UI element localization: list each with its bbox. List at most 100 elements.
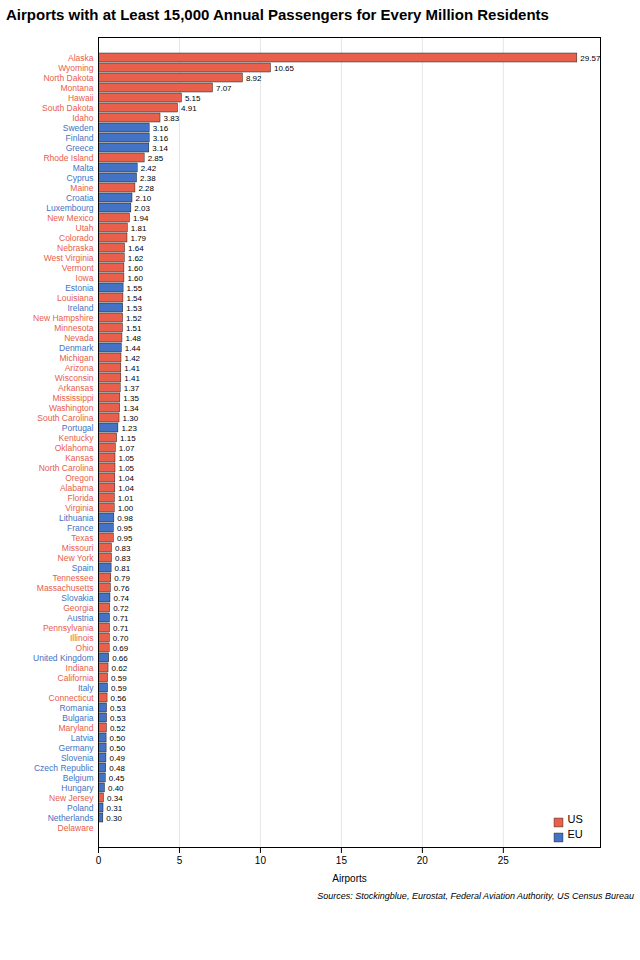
svg-text:South Carolina: South Carolina — [37, 413, 94, 423]
svg-text:2.38: 2.38 — [140, 174, 156, 183]
svg-text:Colorado: Colorado — [59, 233, 94, 243]
svg-text:Ohio: Ohio — [76, 643, 94, 653]
svg-text:0.48: 0.48 — [109, 764, 125, 773]
svg-text:1.07: 1.07 — [119, 444, 135, 453]
svg-text:Maryland: Maryland — [59, 723, 94, 733]
svg-text:3.14: 3.14 — [152, 144, 168, 153]
svg-text:0.49: 0.49 — [109, 754, 125, 763]
svg-text:Washington: Washington — [49, 403, 94, 413]
svg-text:Pennsylvania: Pennsylvania — [43, 623, 94, 633]
svg-text:Latvia: Latvia — [71, 733, 94, 743]
svg-text:Georgia: Georgia — [63, 603, 94, 613]
svg-text:1.81: 1.81 — [131, 224, 147, 233]
svg-text:Hungary: Hungary — [61, 783, 94, 793]
svg-text:Greece: Greece — [66, 143, 94, 153]
svg-text:Romania: Romania — [59, 703, 93, 713]
svg-text:1.60: 1.60 — [127, 274, 143, 283]
svg-text:0.62: 0.62 — [112, 664, 128, 673]
svg-text:0.53: 0.53 — [110, 704, 126, 713]
svg-text:Rhode Island: Rhode Island — [43, 153, 93, 163]
svg-text:Louisiana: Louisiana — [57, 293, 94, 303]
svg-text:10: 10 — [255, 855, 267, 866]
svg-text:1.05: 1.05 — [119, 464, 135, 473]
svg-text:5.15: 5.15 — [185, 94, 201, 103]
svg-text:Ireland: Ireland — [68, 303, 94, 313]
svg-text:10.65: 10.65 — [274, 64, 295, 73]
svg-text:1.23: 1.23 — [121, 424, 137, 433]
svg-text:Netherlands: Netherlands — [48, 813, 94, 823]
svg-text:Illinois: Illinois — [70, 633, 94, 643]
svg-text:25: 25 — [498, 855, 510, 866]
svg-text:Massachusetts: Massachusetts — [37, 583, 94, 593]
svg-text:0.98: 0.98 — [117, 514, 133, 523]
svg-text:North Dakota: North Dakota — [43, 73, 93, 83]
svg-text:0.50: 0.50 — [110, 734, 126, 743]
svg-text:1.30: 1.30 — [123, 414, 139, 423]
svg-text:1.79: 1.79 — [130, 234, 146, 243]
svg-text:1.05: 1.05 — [119, 454, 135, 463]
svg-text:Spain: Spain — [72, 563, 94, 573]
svg-text:Slovenia: Slovenia — [61, 753, 94, 763]
svg-text:1.52: 1.52 — [126, 314, 142, 323]
svg-text:1.37: 1.37 — [124, 384, 140, 393]
svg-text:Mississippi: Mississippi — [52, 393, 93, 403]
svg-text:Minnesota: Minnesota — [54, 323, 93, 333]
svg-text:New Mexico: New Mexico — [47, 213, 94, 223]
svg-text:Oklahoma: Oklahoma — [55, 443, 94, 453]
svg-text:South Dakota: South Dakota — [42, 103, 94, 113]
svg-text:1.00: 1.00 — [118, 504, 134, 513]
svg-text:Estonia: Estonia — [65, 283, 94, 293]
svg-text:Italy: Italy — [78, 683, 94, 693]
svg-text:Slovakia: Slovakia — [61, 593, 93, 603]
svg-text:Alaska: Alaska — [68, 53, 94, 63]
svg-text:1.53: 1.53 — [126, 304, 142, 313]
svg-text:0.72: 0.72 — [113, 604, 129, 613]
svg-text:0.95: 0.95 — [117, 524, 133, 533]
svg-text:Austria: Austria — [67, 613, 94, 623]
svg-text:Wisconsin: Wisconsin — [55, 373, 94, 383]
svg-text:15: 15 — [336, 855, 348, 866]
svg-text:Sweden: Sweden — [63, 123, 94, 133]
svg-text:1.62: 1.62 — [128, 254, 144, 263]
svg-text:Missouri: Missouri — [62, 543, 94, 553]
svg-text:Portugal: Portugal — [62, 423, 94, 433]
svg-text:Airports: Airports — [332, 873, 366, 884]
svg-text:0.34: 0.34 — [107, 794, 123, 803]
svg-text:Vermont: Vermont — [62, 263, 94, 273]
svg-text:0.50: 0.50 — [110, 744, 126, 753]
svg-text:New York: New York — [58, 553, 95, 563]
svg-text:California: California — [58, 673, 94, 683]
svg-text:Indiana: Indiana — [66, 663, 94, 673]
svg-text:1.35: 1.35 — [123, 394, 139, 403]
svg-text:0.53: 0.53 — [110, 714, 126, 723]
svg-text:1.64: 1.64 — [128, 244, 144, 253]
svg-text:Malta: Malta — [73, 163, 94, 173]
svg-text:2.28: 2.28 — [138, 184, 154, 193]
svg-text:Wyoming: Wyoming — [58, 63, 94, 73]
svg-text:North Carolina: North Carolina — [39, 463, 94, 473]
svg-text:Nebraska: Nebraska — [57, 243, 94, 253]
svg-text:0.40: 0.40 — [108, 784, 124, 793]
svg-text:Croatia: Croatia — [66, 193, 94, 203]
svg-text:New Hampshire: New Hampshire — [33, 313, 94, 323]
svg-text:Oregon: Oregon — [65, 473, 94, 483]
svg-text:Alabama: Alabama — [60, 483, 94, 493]
svg-text:Nevada: Nevada — [64, 333, 94, 343]
svg-text:3.16: 3.16 — [153, 124, 169, 133]
svg-text:Virginia: Virginia — [65, 503, 93, 513]
svg-text:1.41: 1.41 — [124, 374, 140, 383]
svg-text:0.81: 0.81 — [115, 564, 131, 573]
svg-text:1.44: 1.44 — [125, 344, 141, 353]
svg-text:Texas: Texas — [71, 533, 93, 543]
svg-text:New Jersey: New Jersey — [49, 793, 94, 803]
svg-text:4.91: 4.91 — [181, 104, 197, 113]
svg-text:Finland: Finland — [66, 133, 94, 143]
svg-text:0.79: 0.79 — [114, 574, 130, 583]
svg-text:3.83: 3.83 — [164, 114, 180, 123]
svg-text:3.16: 3.16 — [153, 134, 169, 143]
svg-text:EU: EU — [568, 828, 583, 840]
svg-text:0.59: 0.59 — [111, 684, 127, 693]
svg-text:1.04: 1.04 — [118, 474, 134, 483]
svg-text:0.31: 0.31 — [107, 804, 123, 813]
svg-text:Luxembourg: Luxembourg — [46, 203, 94, 213]
